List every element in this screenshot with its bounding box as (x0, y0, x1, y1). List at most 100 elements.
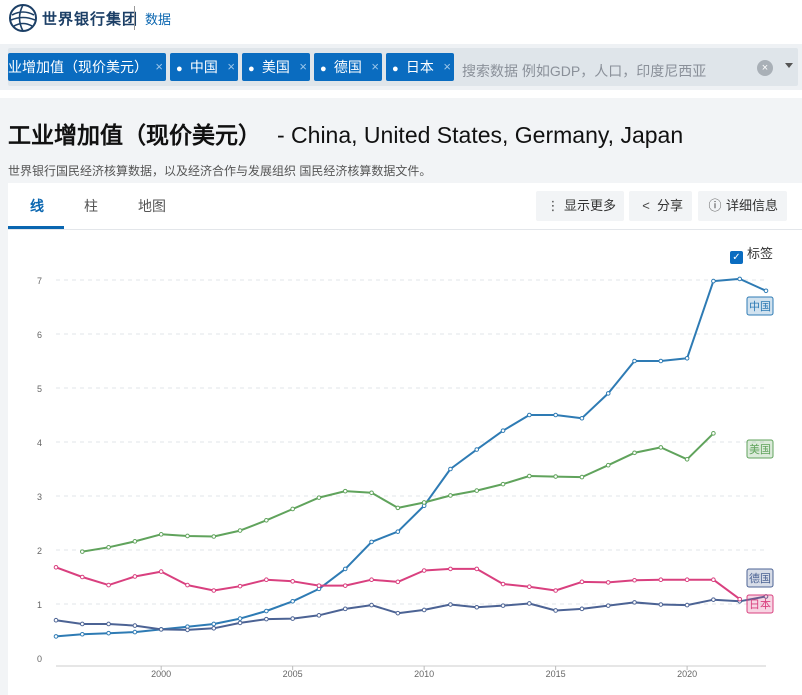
data-point-germany (342, 606, 348, 612)
data-point-germany (448, 602, 453, 607)
filter-input-area[interactable]: 业增加值（现价美元） × ● 中国 × ● 美国 × ● 德国 × ● 日本 ×… (8, 48, 798, 86)
filter-chip-usa[interactable]: ● 美国 × (242, 53, 310, 81)
data-point-usa (632, 450, 637, 456)
data-point-germany (684, 602, 690, 608)
info-icon: ⓘ (708, 198, 722, 213)
data-point-china (474, 447, 480, 452)
data-point-usa (290, 506, 295, 512)
data-point-usa (474, 488, 480, 493)
data-point-usa (342, 488, 348, 494)
chip-label: 美国 (261, 59, 290, 75)
data-point-japan (237, 583, 243, 589)
details-label: 详细信息 (726, 198, 779, 213)
data-point-germany (79, 621, 85, 627)
search-input[interactable]: 搜索数据 例如GDP，人口，印度尼西亚 (462, 63, 707, 79)
data-point-usa (185, 533, 190, 539)
data-point-germany (474, 604, 480, 610)
tab-line[interactable]: 线 (30, 198, 44, 214)
data-point-japan (316, 583, 322, 588)
data-point-japan (264, 577, 269, 583)
tab-bar-chart[interactable]: 柱 (84, 198, 98, 214)
data-point-usa (316, 495, 322, 500)
more-vertical-icon: ⋮ (546, 198, 560, 213)
data-point-usa (264, 518, 269, 523)
series-line-germany (55, 595, 767, 631)
filter-chip-indicator[interactable]: 业增加值（现价美元） × (8, 53, 166, 81)
x-tick-label: 2000 (151, 669, 171, 679)
y-tick-label: 5 (37, 384, 42, 394)
chart-panel: 线 柱 地图 ⋮ 显示更多 < 分享 ⓘ 详细信息 (8, 183, 802, 695)
data-point-japan (474, 566, 480, 572)
data-point-china (342, 566, 348, 572)
show-more-button[interactable]: ⋮ 显示更多 (536, 191, 624, 221)
indicator-title: 工业增加值（现价美元） (8, 122, 261, 148)
series-label-badge-usa (746, 439, 774, 459)
world-bank-logo-icon[interactable] (8, 3, 38, 33)
data-point-china (395, 529, 401, 534)
data-point-china (290, 599, 295, 604)
data-point-japan (53, 564, 59, 570)
chip-remove-icon[interactable]: × (299, 59, 307, 74)
details-button[interactable]: ⓘ 详细信息 (698, 191, 787, 221)
data-point-japan (421, 568, 427, 573)
data-point-china (448, 466, 453, 472)
nav-data-link[interactable]: 数据 (145, 12, 172, 27)
filter-chip-germany[interactable]: ● 德国 × (314, 53, 382, 81)
data-point-china (53, 634, 59, 639)
data-point-japan (711, 577, 716, 583)
map-pin-icon: ● (392, 63, 399, 75)
chevron-down-icon[interactable] (785, 63, 793, 68)
x-tick-label: 2020 (677, 669, 697, 679)
y-tick-label: 1 (37, 600, 42, 610)
data-point-japan (579, 579, 585, 585)
data-point-usa (711, 431, 716, 436)
data-point-china (763, 288, 769, 294)
data-point-usa (579, 474, 585, 480)
data-point-usa (158, 532, 164, 537)
chip-label: 德国 (333, 59, 362, 75)
data-point-germany (579, 606, 585, 612)
data-point-china (527, 412, 532, 418)
data-point-china (737, 276, 743, 282)
chip-remove-icon[interactable]: × (155, 59, 163, 74)
data-point-japan (684, 577, 690, 583)
y-tick-label: 4 (37, 438, 42, 448)
data-point-japan (369, 577, 374, 583)
y-tick-label: 2 (37, 546, 42, 556)
data-point-china (658, 358, 664, 364)
data-point-china (369, 539, 374, 545)
chip-remove-icon[interactable]: × (443, 59, 451, 74)
data-point-china (237, 616, 243, 621)
data-point-germany (211, 626, 217, 631)
map-pin-icon: ● (248, 63, 255, 75)
data-point-china (632, 358, 637, 364)
share-button[interactable]: < 分享 (629, 191, 692, 221)
series-label-china: 中国 (749, 300, 771, 313)
series-label-badge-japan (746, 594, 774, 614)
chip-label: 中国 (189, 59, 218, 75)
data-point-usa (132, 539, 138, 544)
data-point-japan (448, 566, 453, 572)
filter-chip-china[interactable]: ● 中国 × (170, 53, 238, 81)
country-list: - China, United States, Germany, Japan (277, 122, 684, 148)
data-point-usa (448, 493, 453, 498)
clear-icon[interactable]: × (757, 60, 773, 76)
data-point-japan (395, 579, 401, 585)
data-point-germany (316, 613, 322, 618)
data-point-germany (527, 601, 532, 606)
map-pin-icon: ● (176, 63, 183, 75)
data-point-germany (132, 623, 138, 628)
chip-remove-icon[interactable]: × (227, 59, 235, 74)
filter-chip-japan[interactable]: ● 日本 × (386, 53, 454, 81)
logo-text[interactable]: 世界银行集团 (42, 11, 139, 28)
data-point-china (711, 278, 716, 284)
data-point-usa (658, 445, 664, 450)
checkbox-checked-icon[interactable]: ✓ (730, 251, 743, 264)
show-more-label: 显示更多 (564, 198, 617, 213)
data-point-japan (185, 582, 190, 588)
tab-map[interactable]: 地图 (138, 198, 166, 214)
chip-remove-icon[interactable]: × (371, 59, 379, 74)
labels-toggle[interactable]: ✓ 标签 (730, 243, 773, 264)
data-point-usa (605, 462, 611, 468)
data-point-usa (684, 456, 690, 462)
